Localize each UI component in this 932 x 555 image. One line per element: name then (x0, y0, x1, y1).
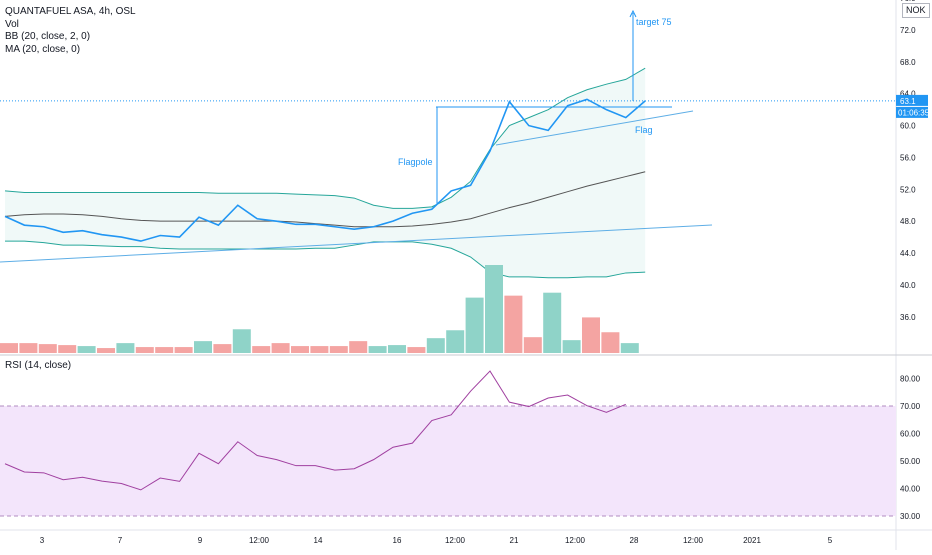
time-tick-label: 12:00 (249, 536, 270, 545)
time-tick-label: 28 (630, 536, 639, 545)
annotations: Flagpole target 75 Flag (398, 9, 672, 205)
volume-bar (349, 341, 368, 353)
axes: 76.0 72.0 68.0 64.0 60.0 56.0 52.0 48.0 44.0 40.0… (40, 0, 930, 545)
price-tick-label: 64.0 (900, 90, 916, 99)
symbol-title[interactable]: QUANTAFUEL ASA, 4h, OSL (5, 6, 136, 17)
price-tick-label: 76.0 (900, 0, 916, 3)
time-tick-label: 9 (198, 536, 203, 545)
main-legend: QUANTAFUEL ASA, 4h, OSL Vol BB (20, clos… (5, 6, 136, 56)
price-tick-label: 48.0 (900, 217, 916, 226)
volume-bar (388, 345, 406, 353)
main-pane (0, 67, 896, 279)
volume-bar (174, 347, 193, 353)
close-price-line (4, 98, 646, 242)
countdown-tag-value: 01:06:35 (898, 108, 930, 117)
rsi-band-fill (0, 406, 896, 516)
target-arrow-head (629, 9, 637, 18)
volume-bar (252, 346, 271, 353)
price-tick-label: 40.0 (900, 281, 916, 290)
volume-bar (620, 343, 639, 353)
volume-bar (213, 344, 232, 353)
rsi-tick-label: 50.00 (900, 457, 921, 466)
rsi-tick-label: 40.00 (900, 485, 921, 494)
bb-upper-line (4, 67, 646, 209)
volume-bar (194, 341, 212, 353)
volume-bar (523, 337, 542, 353)
price-tick-label: 56.0 (900, 153, 916, 162)
price-tick-label: 44.0 (900, 249, 916, 258)
volume-bar (504, 295, 523, 353)
time-tick-label: 5 (828, 536, 833, 545)
volume-bar (77, 346, 96, 353)
flagpole-label: Flagpole (398, 157, 433, 167)
volume-bar (97, 348, 115, 353)
volume-bar (485, 265, 503, 353)
time-tick-label: 12:00 (565, 536, 586, 545)
volume-bar (465, 297, 484, 353)
price-tick-label: 36.0 (900, 313, 916, 322)
volume-bar (38, 344, 57, 353)
bollinger-legend[interactable]: BB (20, close, 2, 0) (5, 31, 91, 42)
volume-bar (601, 332, 620, 353)
flag-label: Flag (635, 125, 653, 135)
currency-badge[interactable]: NOK (902, 3, 930, 18)
time-tick-label: 14 (314, 536, 323, 545)
volume-bar (116, 343, 135, 353)
volume-bar (271, 343, 290, 353)
volume-bar (562, 340, 581, 353)
volume-bar (582, 317, 600, 353)
volume-bar (291, 346, 309, 353)
volume-legend[interactable]: Vol (5, 18, 19, 30)
volume-bar (58, 345, 77, 353)
time-tick-label: 3 (40, 536, 45, 545)
volume-bar (543, 292, 562, 353)
rsi-tick-label: 70.00 (900, 402, 921, 411)
bb-lower-line (5, 240, 646, 279)
price-tick-label: 60.0 (900, 122, 916, 131)
volume-bar (329, 346, 348, 353)
volume-bar (135, 347, 154, 353)
rsi-tick-label: 80.00 (900, 375, 921, 384)
price-tick-label: 68.0 (900, 58, 916, 67)
price-tag-value: 63.1 (900, 97, 916, 106)
rsi-tick-label: 60.00 (900, 430, 921, 439)
time-tick-label: 16 (393, 536, 402, 545)
trend-line-lower (0, 224, 713, 263)
volume-bar (0, 343, 18, 353)
price-tick-label: 72.0 (900, 26, 916, 35)
bb-fill (5, 68, 646, 278)
rsi-pane (0, 370, 896, 517)
flag-line-lower (495, 110, 694, 146)
time-tick-label: 7 (118, 536, 123, 545)
volume-bar (426, 338, 445, 353)
volume-bar (368, 346, 387, 353)
countdown-tag-bg (896, 106, 928, 118)
volume-bar (310, 346, 329, 353)
time-tick-label: 12:00 (683, 536, 704, 545)
time-tick-label: 12:00 (445, 536, 466, 545)
time-tick-label: 21 (510, 536, 519, 545)
time-tick-label: 2021 (743, 536, 761, 545)
volume-bar (446, 330, 465, 353)
volume-bar (19, 343, 38, 353)
rsi-line (4, 370, 626, 491)
volume-bar (407, 347, 426, 353)
rsi-legend[interactable]: RSI (14, close) (5, 360, 72, 371)
ma-legend[interactable]: MA (20, close, 0) (5, 43, 81, 55)
rsi-tick-label: 30.00 (900, 512, 921, 521)
volume-bar (232, 329, 251, 353)
price-tag-bg (896, 94, 928, 106)
target-label: target 75 (636, 17, 672, 27)
price-tick-label: 52.0 (900, 185, 916, 194)
volume-bar (155, 347, 174, 353)
ma-line (4, 171, 646, 228)
volume-pane (0, 265, 639, 353)
